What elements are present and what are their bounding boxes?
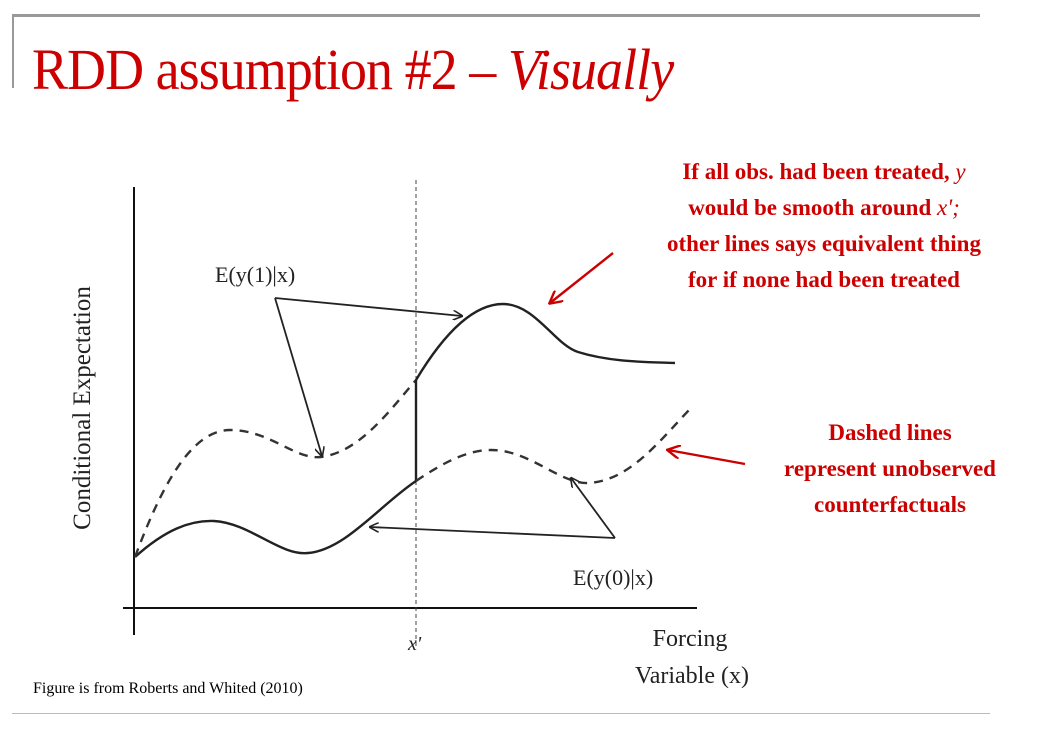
- note1-line2: would be smooth around: [688, 195, 932, 220]
- title-main: RDD assumption #2 –: [32, 37, 508, 102]
- label-untreated: E(y(0)|x): [573, 565, 653, 590]
- arrow-treated-right: [274, 297, 462, 316]
- red-arrow-dashed: [668, 450, 746, 466]
- slide-frame-top: [12, 14, 980, 17]
- label-treated: E(y(1)|x): [215, 262, 295, 287]
- note1-x: x';: [937, 195, 960, 220]
- treated-counterfactual-curve: [133, 379, 417, 558]
- annotation-dashed: Dashed lines represent unobserved counte…: [745, 415, 1035, 523]
- x-axis-label-line2: Variable (x): [635, 663, 749, 689]
- note1-y: y: [955, 159, 966, 184]
- note2-line3: counterfactuals: [813, 492, 967, 517]
- note2-line2: represent unobserved: [784, 456, 996, 481]
- note1-line1: If all obs. had been treated,: [682, 159, 950, 184]
- cutoff-label: x': [407, 633, 422, 655]
- slide-title: RDD assumption #2 – Visually: [32, 36, 674, 103]
- note2-line1: Dashed lines: [828, 420, 952, 445]
- note1-line4: for if none had been treated: [688, 267, 960, 292]
- y-axis-label: Conditional Expectation: [69, 286, 96, 530]
- slide-frame-left: [12, 14, 14, 88]
- arrow-untreated-right: [571, 478, 616, 539]
- figure-caption: Figure is from Roberts and Whited (2010): [33, 680, 303, 697]
- x-axis-label-line1: Forcing: [653, 626, 728, 652]
- annotation-smooth: If all obs. had been treated, y would be…: [612, 154, 1036, 298]
- untreated-counterfactual-curve: [415, 407, 692, 485]
- arrow-treated-left: [274, 297, 322, 456]
- note1-line3: other lines says equivalent thing: [667, 231, 981, 256]
- slide-frame-bottom: [12, 713, 990, 714]
- arrow-untreated-left: [370, 527, 616, 539]
- treated-observed-curve: [414, 302, 676, 381]
- untreated-observed-curve: [134, 480, 417, 558]
- red-arrow-smooth: [550, 252, 614, 303]
- title-italic: Visually: [507, 37, 674, 102]
